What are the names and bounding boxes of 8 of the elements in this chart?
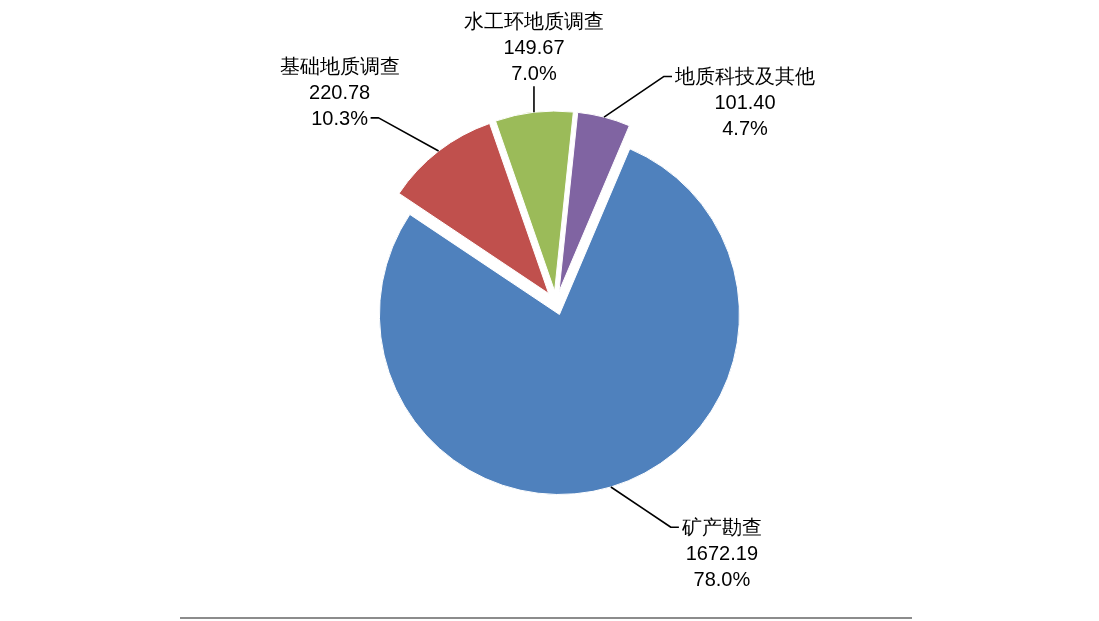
slice-label: 水工环地质调查 bbox=[463, 10, 604, 33]
slice-label: 地质科技及其他 bbox=[674, 65, 816, 88]
data-label: 149.67 7.0% bbox=[503, 36, 565, 85]
data-label: 101.40 4.7% bbox=[714, 91, 776, 140]
slice-label: 矿产勘查 bbox=[680, 516, 762, 539]
data-label: 1672.19 78.0% bbox=[685, 542, 759, 591]
data-label: 220.78 10.3% bbox=[309, 80, 371, 129]
slice-label: 基础地质调查 bbox=[279, 54, 400, 77]
